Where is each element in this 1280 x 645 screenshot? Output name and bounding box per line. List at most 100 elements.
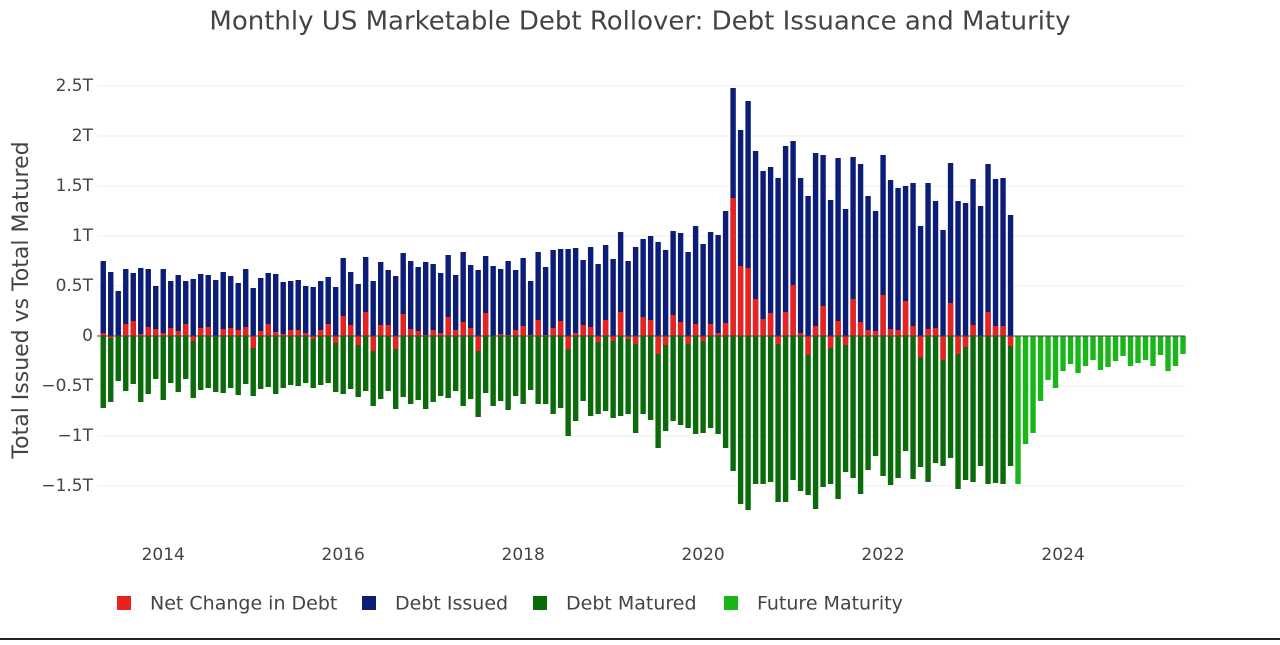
bar <box>1120 336 1126 356</box>
bar <box>632 247 639 336</box>
bar <box>160 269 166 336</box>
bar <box>153 336 159 379</box>
bar <box>782 336 789 502</box>
legend-label: Net Change in Debt <box>150 593 337 615</box>
bar <box>452 330 459 336</box>
bar <box>467 265 474 336</box>
bar <box>205 275 211 336</box>
bar <box>198 336 204 390</box>
bar <box>580 260 586 336</box>
bar <box>258 331 264 336</box>
bar <box>700 336 706 341</box>
bar <box>797 336 804 491</box>
bar <box>640 317 646 336</box>
bar <box>220 329 226 336</box>
bar <box>520 258 526 336</box>
bar <box>362 336 369 391</box>
bar <box>400 314 406 336</box>
bar <box>235 336 241 395</box>
bar <box>617 232 624 336</box>
bar <box>857 336 864 494</box>
bar <box>805 196 811 336</box>
bar <box>587 336 594 416</box>
y-tick-label: 0.5T <box>56 276 94 296</box>
bar <box>985 336 991 484</box>
bar <box>310 336 316 339</box>
bar <box>295 280 301 336</box>
bar <box>422 336 429 409</box>
bar <box>243 336 249 384</box>
bar <box>497 334 504 336</box>
bar <box>347 325 354 336</box>
bar <box>512 270 519 336</box>
y-axis-title: Total Issued vs Total Matured <box>9 141 34 459</box>
bar <box>595 336 601 342</box>
bar <box>138 268 144 336</box>
bar <box>505 261 511 336</box>
bar <box>497 269 504 336</box>
bar <box>775 178 781 336</box>
bar <box>452 275 459 336</box>
bar <box>1127 336 1134 366</box>
bar <box>1007 336 1014 466</box>
bar <box>160 333 166 336</box>
bar <box>407 329 414 336</box>
bar <box>123 336 129 391</box>
bar <box>467 328 474 336</box>
bar <box>962 336 969 480</box>
chart-title: Monthly US Marketable Debt Rollover: Deb… <box>209 7 1070 37</box>
bar <box>1135 336 1141 363</box>
bar <box>557 321 564 336</box>
bar <box>385 270 391 336</box>
bar <box>430 264 436 336</box>
bar <box>108 336 114 338</box>
bar <box>317 336 324 385</box>
bar <box>932 328 939 336</box>
bar <box>243 269 249 336</box>
bar <box>602 320 609 336</box>
bar <box>887 180 894 336</box>
bar <box>550 336 556 414</box>
bar <box>595 264 601 336</box>
bar <box>1015 336 1021 484</box>
bar <box>760 319 766 336</box>
bar <box>445 317 451 336</box>
bar <box>475 336 481 351</box>
bar <box>288 336 294 385</box>
bar <box>970 179 976 336</box>
bar <box>1172 336 1179 366</box>
bar <box>647 336 654 420</box>
bar <box>992 336 999 483</box>
bar <box>820 306 826 336</box>
bar <box>490 336 496 406</box>
bar <box>850 157 856 336</box>
bar <box>228 328 234 336</box>
bar <box>782 146 789 336</box>
bar <box>707 232 714 336</box>
bar <box>655 336 661 448</box>
legend-swatch <box>362 596 376 610</box>
bar <box>1112 336 1119 361</box>
bar <box>985 164 991 336</box>
bar <box>183 281 189 336</box>
bar <box>153 286 159 336</box>
bar <box>228 336 234 388</box>
bar <box>985 312 991 336</box>
bar <box>610 336 616 341</box>
bar <box>377 262 384 336</box>
bar <box>917 336 924 357</box>
bar <box>947 163 954 336</box>
bar <box>662 336 669 345</box>
bar <box>220 272 226 336</box>
bar <box>752 151 759 336</box>
bar <box>145 336 151 394</box>
bar <box>130 321 136 336</box>
bar <box>123 269 129 336</box>
bar <box>610 336 616 418</box>
bar <box>917 226 924 336</box>
bar <box>662 250 669 336</box>
bar <box>168 328 174 336</box>
bar <box>715 336 721 434</box>
bar <box>572 336 579 421</box>
